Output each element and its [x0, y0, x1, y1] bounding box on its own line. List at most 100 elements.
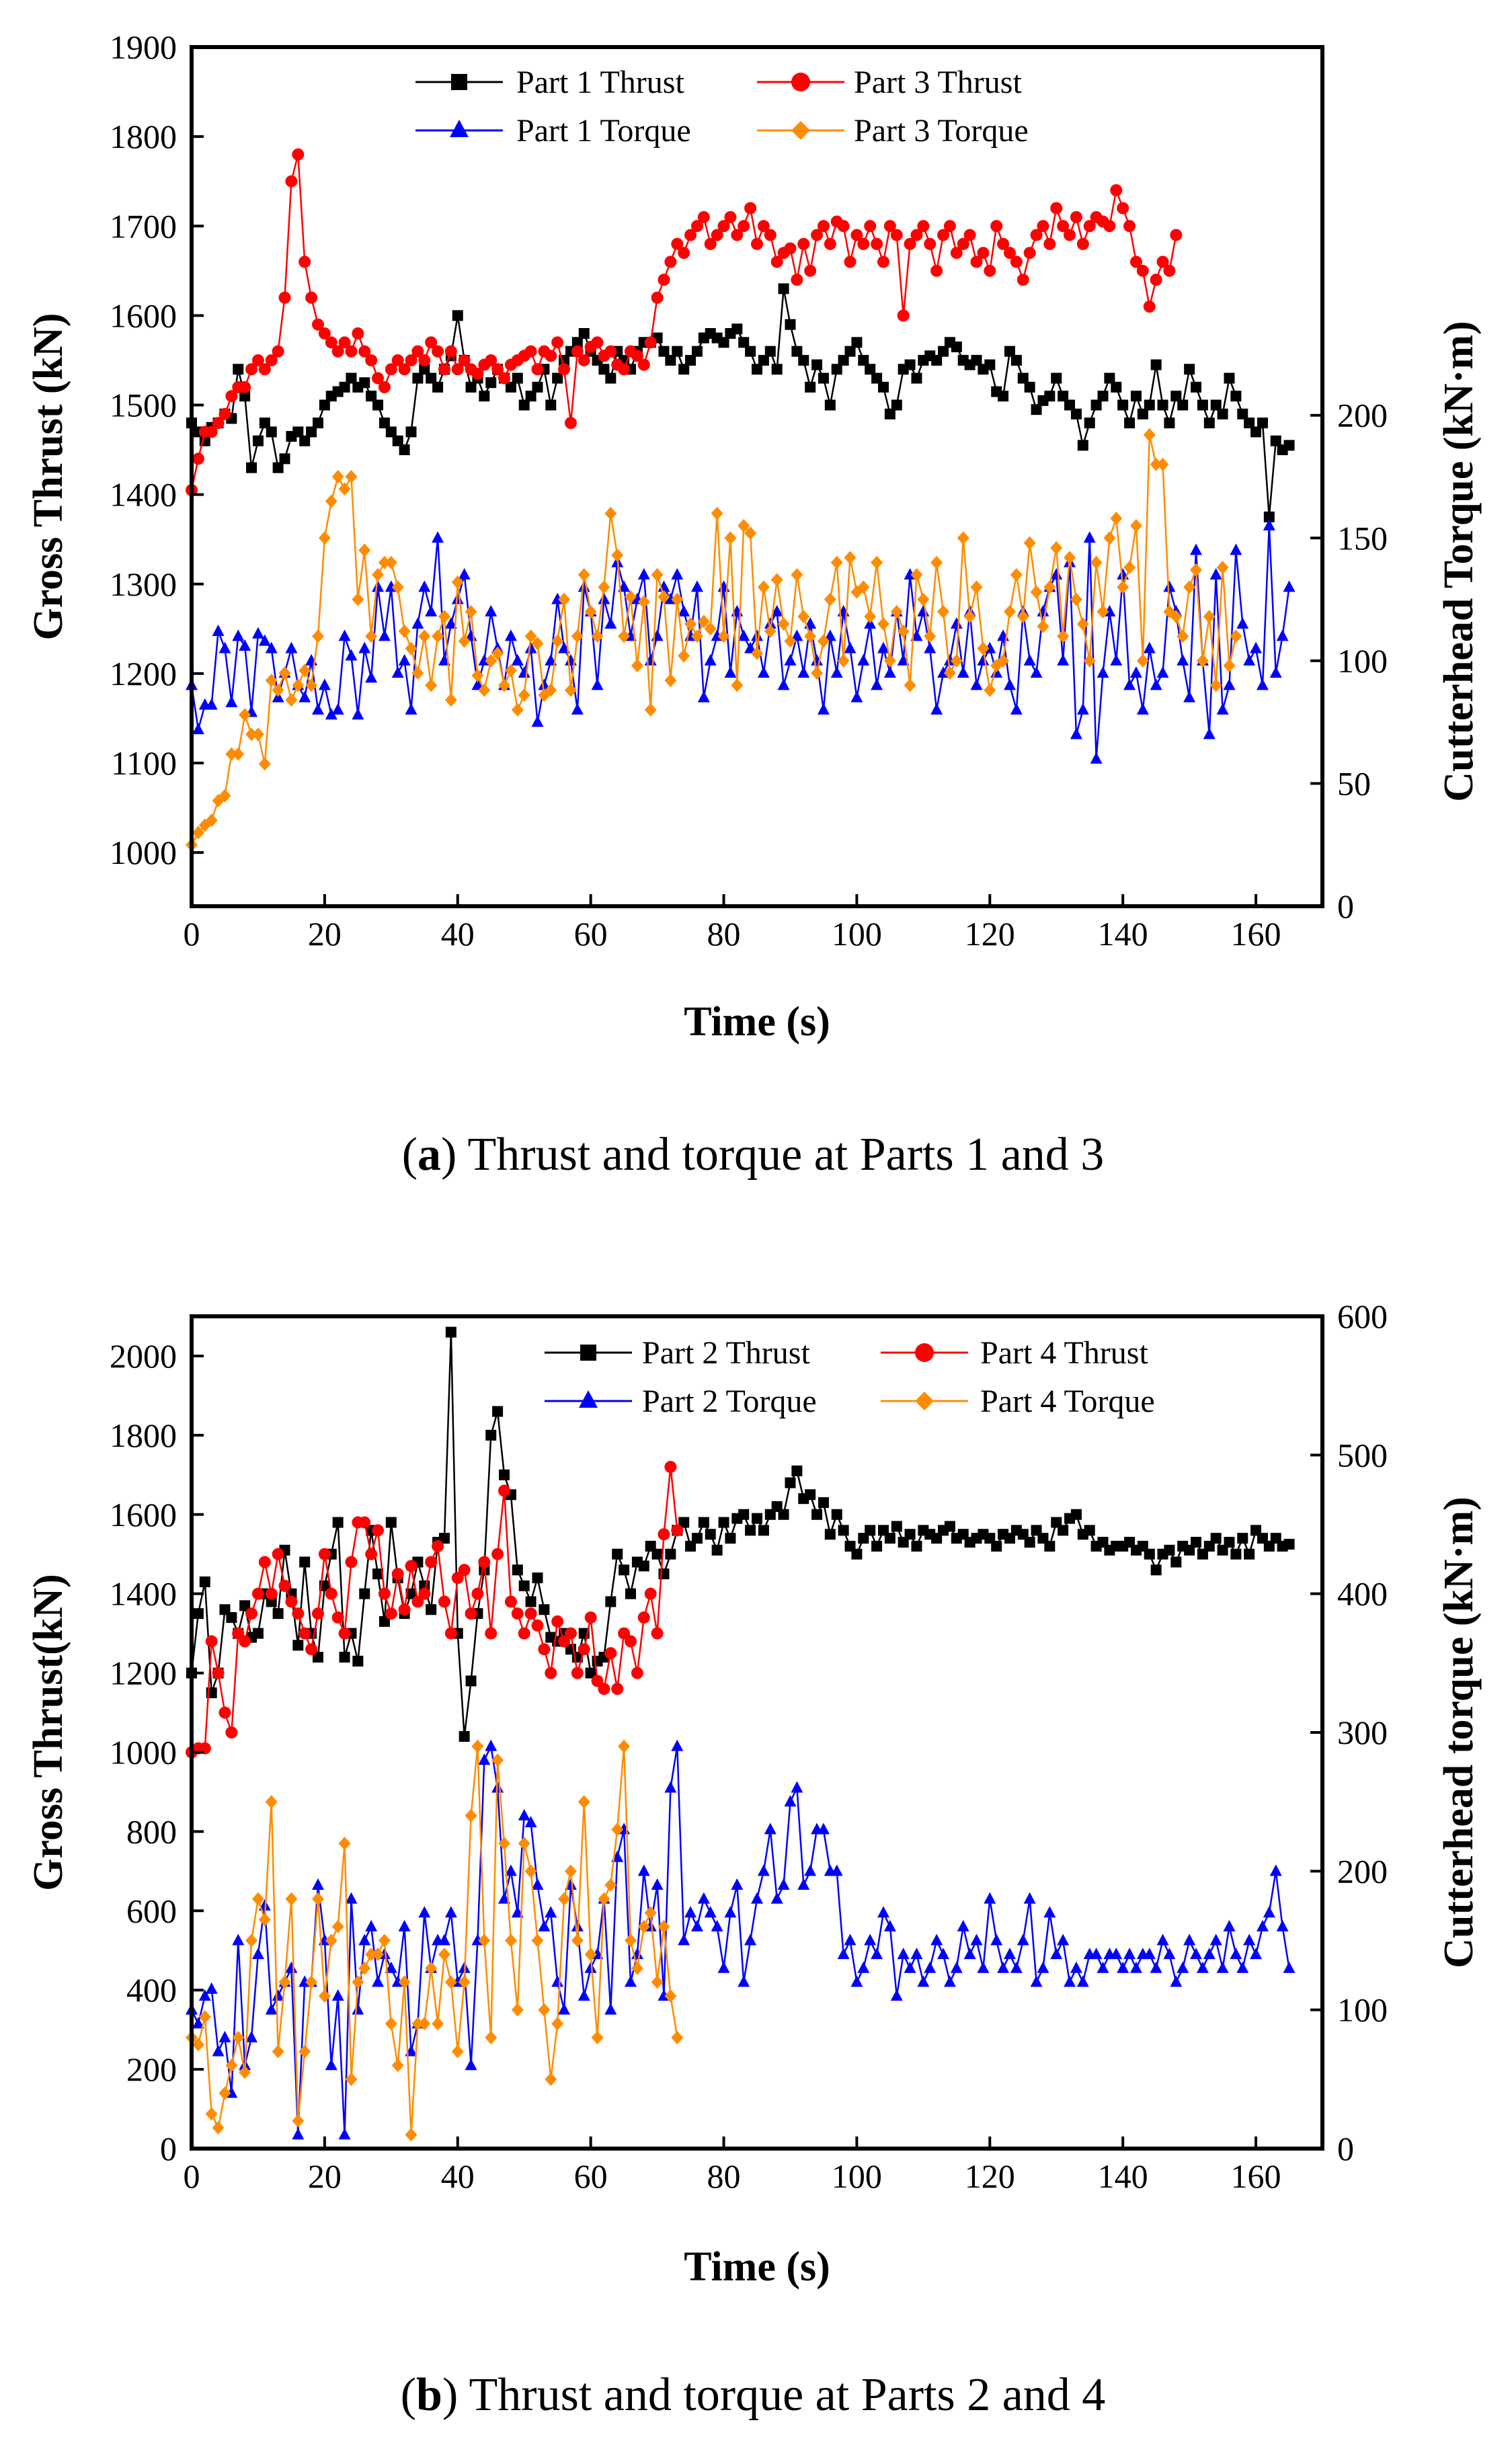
chart-a-point-part-1-torque — [844, 641, 857, 653]
chart-b-point-part-4-thrust — [531, 1619, 544, 1632]
chart-b-point-part-2-thrust — [1024, 1537, 1035, 1548]
chart-b-point-part-4-thrust — [212, 1667, 225, 1679]
chart-a-point-part-1-thrust — [272, 462, 284, 473]
chart-b-point-part-4-thrust — [564, 1627, 577, 1640]
chart-a-point-part-3-thrust — [811, 229, 824, 241]
chart-a-point-part-1-torque — [504, 629, 517, 641]
chart-a-point-part-1-thrust — [811, 359, 823, 370]
chart-a-point-part-3-torque — [924, 629, 937, 643]
chart-a-point-part-3-torque — [857, 580, 870, 594]
chart-b-point-part-4-thrust — [218, 1706, 231, 1719]
chart-b-point-part-2-thrust — [891, 1521, 902, 1532]
chart-a-point-part-1-torque — [1263, 519, 1275, 531]
chart-b-point-part-4-thrust — [358, 1516, 371, 1529]
chart-b-point-part-2-torque — [937, 1948, 950, 1960]
chart-a-point-part-3-torque — [358, 543, 371, 557]
chart-a-point-part-1-torque — [265, 641, 278, 653]
chart-a-point-part-1-thrust — [1210, 399, 1222, 411]
chart-a-point-part-1-thrust — [399, 444, 410, 456]
chart-a-point-part-1-thrust — [691, 346, 703, 357]
chart-b-point-part-2-thrust — [445, 1326, 456, 1338]
chart-a-x-tick-label: 120 — [965, 915, 1015, 953]
chart-b-point-part-2-torque — [930, 1933, 943, 1946]
chart-b-point-part-4-torque — [511, 2003, 524, 2017]
chart-b-point-part-2-thrust — [532, 1572, 543, 1584]
chart-a-point-part-3-thrust — [631, 350, 643, 362]
chart-a-point-part-1-torque — [212, 625, 225, 637]
chart-a-point-part-3-thrust — [731, 229, 744, 241]
chart-b-point-part-2-thrust — [1170, 1556, 1182, 1568]
chart-a-point-part-1-torque — [299, 690, 311, 703]
chart-b-point-part-2-torque — [1003, 1948, 1016, 1960]
chart-b-point-part-2-torque — [398, 1919, 411, 1931]
chart-a-point-part-1-thrust — [379, 417, 390, 429]
chart-a-point-part-1-thrust — [1104, 372, 1115, 384]
chart-a-point-part-3-thrust — [1010, 255, 1023, 268]
chart-b-point-part-2-torque — [704, 1906, 717, 1918]
chart-b-point-part-2-torque — [1216, 1961, 1229, 1973]
chart-a-point-part-1-torque — [239, 639, 251, 651]
chart-a-point-part-3-torque — [844, 551, 857, 565]
chart-a-point-part-1-thrust — [465, 381, 477, 393]
chart-a-point-part-1-torque — [531, 715, 544, 727]
chart-a-point-part-1-torque — [724, 666, 737, 678]
chart-a-point-part-3-thrust — [897, 309, 910, 322]
chart-a-point-part-3-torque — [950, 653, 963, 668]
chart-b-point-part-4-thrust — [225, 1726, 238, 1739]
chart-a-point-part-3-torque — [625, 590, 637, 604]
chart-a-point-part-3-torque — [1070, 592, 1082, 606]
chart-b-point-part-2-torque — [784, 1795, 797, 1807]
chart-a-point-part-1-thrust — [798, 354, 809, 366]
chart-b-y-tick-label: 1000 — [110, 1733, 177, 1771]
chart-a-point-part-3-torque — [604, 506, 617, 520]
chart-a-point-part-1-thrust — [778, 283, 789, 294]
chart-a-point-part-1-torque — [1276, 629, 1289, 641]
chart-b-point-part-4-thrust — [578, 1643, 590, 1656]
chart-a-point-part-1-thrust — [931, 354, 943, 366]
chart-a-point-part-3-thrust — [239, 381, 251, 393]
chart-a-point-part-1-thrust — [1144, 399, 1155, 411]
chart-a-point-part-3-torque — [1150, 457, 1162, 471]
chart-a-point-part-1-thrust — [239, 391, 251, 402]
chart-a-point-part-3-thrust — [697, 210, 710, 223]
chart-b-point-part-2-thrust — [492, 1406, 504, 1417]
chart-a-x-tick-label: 140 — [1098, 915, 1148, 953]
chart-a-point-part-1-thrust — [1230, 391, 1242, 402]
chart-b-point-part-2-thrust — [239, 1600, 251, 1611]
chart-a-point-part-3-torque — [405, 641, 417, 655]
chart-a-point-part-3-thrust — [990, 220, 1003, 233]
chart-a-point-part-3-torque — [432, 629, 444, 643]
chart-a-point-part-3-thrust — [551, 336, 564, 349]
chart-a-point-part-1-thrust — [525, 391, 536, 402]
chart-b-point-part-4-thrust — [444, 1627, 457, 1640]
chart-a-plot-frame — [190, 45, 1324, 908]
chart-a-point-part-3-torque — [551, 634, 564, 648]
chart-b-y-tick-label: 0 — [160, 2130, 177, 2167]
chart-b-point-part-4-thrust — [584, 1611, 597, 1624]
chart-b-point-part-4-thrust — [258, 1556, 271, 1568]
chart-a-point-part-3-thrust — [432, 345, 444, 358]
chart-b-point-part-4-torque — [325, 1933, 337, 1948]
chart-b-point-part-2-thrust — [904, 1529, 916, 1540]
chart-a-point-part-1-thrust — [871, 372, 883, 384]
chart-a-point-part-1-torque — [218, 641, 231, 653]
chart-a-point-part-3-thrust — [524, 345, 537, 358]
chart-a-point-part-1-torque — [1163, 580, 1176, 592]
chart-a-point-part-1-thrust — [385, 426, 397, 438]
chart-b-point-part-2-thrust — [658, 1568, 670, 1580]
chart-b-point-part-4-torque — [524, 1864, 537, 1878]
chart-a-point-part-3-torque — [338, 482, 351, 496]
chart-a-point-part-1-torque — [924, 641, 937, 653]
chart-b-point-part-4-torque — [637, 1919, 650, 1933]
chart-b-point-part-2-torque — [671, 1739, 684, 1751]
chart-a-point-part-1-torque — [205, 698, 218, 710]
chart-a-point-part-3-torque — [890, 604, 903, 618]
chart-b-point-part-4-torque — [425, 1961, 438, 1975]
chart-a-point-part-3-torque — [311, 629, 324, 643]
chart-a-point-part-3-thrust — [644, 336, 657, 349]
chart-a-point-part-3-torque — [770, 573, 783, 587]
chart-b-point-part-2-torque — [245, 2030, 258, 2042]
chart-b-point-part-4-torque — [405, 2128, 417, 2142]
chart-a-point-part-3-torque — [784, 634, 797, 648]
chart-a-point-part-3-thrust — [824, 237, 836, 250]
